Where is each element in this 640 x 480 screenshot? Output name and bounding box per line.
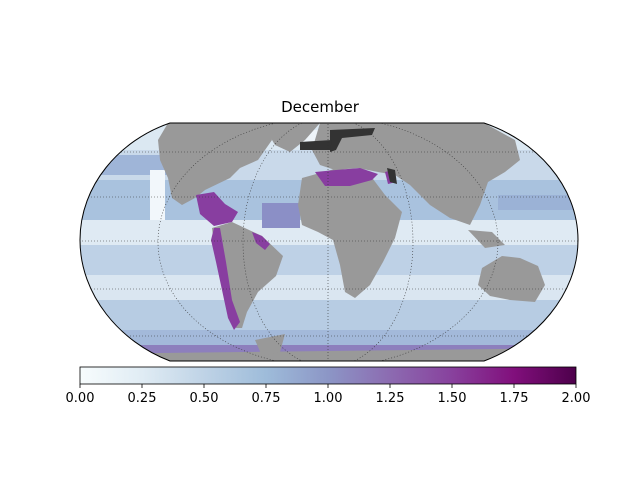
missing-data (300, 128, 397, 184)
colorbar-tick-label: 1.00 (313, 391, 343, 406)
colorbar-tick-label: 2.00 (561, 391, 591, 406)
colorbar-tick-label: 1.75 (499, 391, 529, 406)
graticule (80, 123, 578, 361)
ocean-field (80, 123, 578, 361)
globe-outline (79, 122, 579, 362)
colorbar-tick-label: 0.75 (251, 391, 281, 406)
map-title: December (281, 98, 359, 116)
colorbar-tick-label: 1.50 (437, 391, 467, 406)
colorbar-tick-label: 0.25 (127, 391, 157, 406)
colorbar-tick-label: 0.50 (189, 391, 219, 406)
colorbar-tick-label: 0.00 (65, 391, 95, 406)
colorbar (79, 366, 577, 385)
land (80, 123, 578, 361)
colorbar-tick-label: 1.25 (375, 391, 405, 406)
